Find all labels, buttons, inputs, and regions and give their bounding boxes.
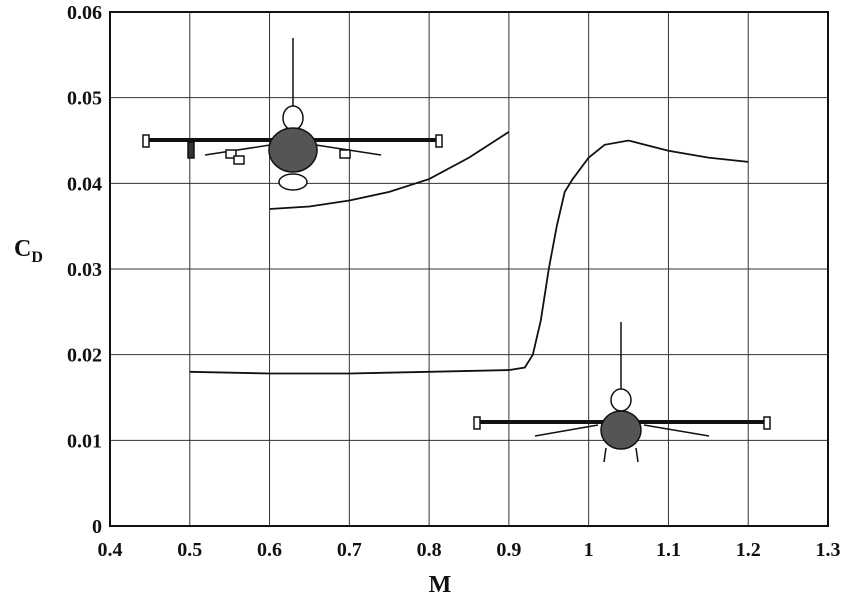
x-axis-label: M [429,572,452,598]
x-tick-label: 0.9 [496,539,521,561]
data-line [189,139,749,375]
x-tick-label: 1.1 [656,539,681,561]
y-tick-label: 0 [92,516,102,538]
x-tick-label: 0.5 [177,539,202,561]
y-axis-label: CD [14,236,43,266]
y-tick-label: 0.06 [67,2,102,24]
aircraft-loaded [142,38,443,191]
y-tick-label: 0.04 [67,173,102,195]
y-tick-label: 0.01 [67,430,102,452]
aircraft-clean [473,322,771,463]
x-tick-label: 0.4 [98,539,123,561]
y-tick-label: 0.02 [67,345,102,367]
y-axis-label-sub: D [31,249,43,266]
x-tick-label: 0.7 [337,539,362,561]
y-tick-label: 0.03 [67,259,102,281]
x-tick-label: 1.2 [736,539,761,561]
y-axis-label-main: C [14,236,31,262]
data-line [269,131,510,210]
x-tick-label: 0.8 [417,539,442,561]
x-tick-label: 1 [584,539,594,561]
y-tick-label: 0.05 [67,88,102,110]
x-tick-label: 0.6 [257,539,282,561]
plot-frame [109,11,829,527]
x-tick-label: 1.3 [816,539,841,561]
